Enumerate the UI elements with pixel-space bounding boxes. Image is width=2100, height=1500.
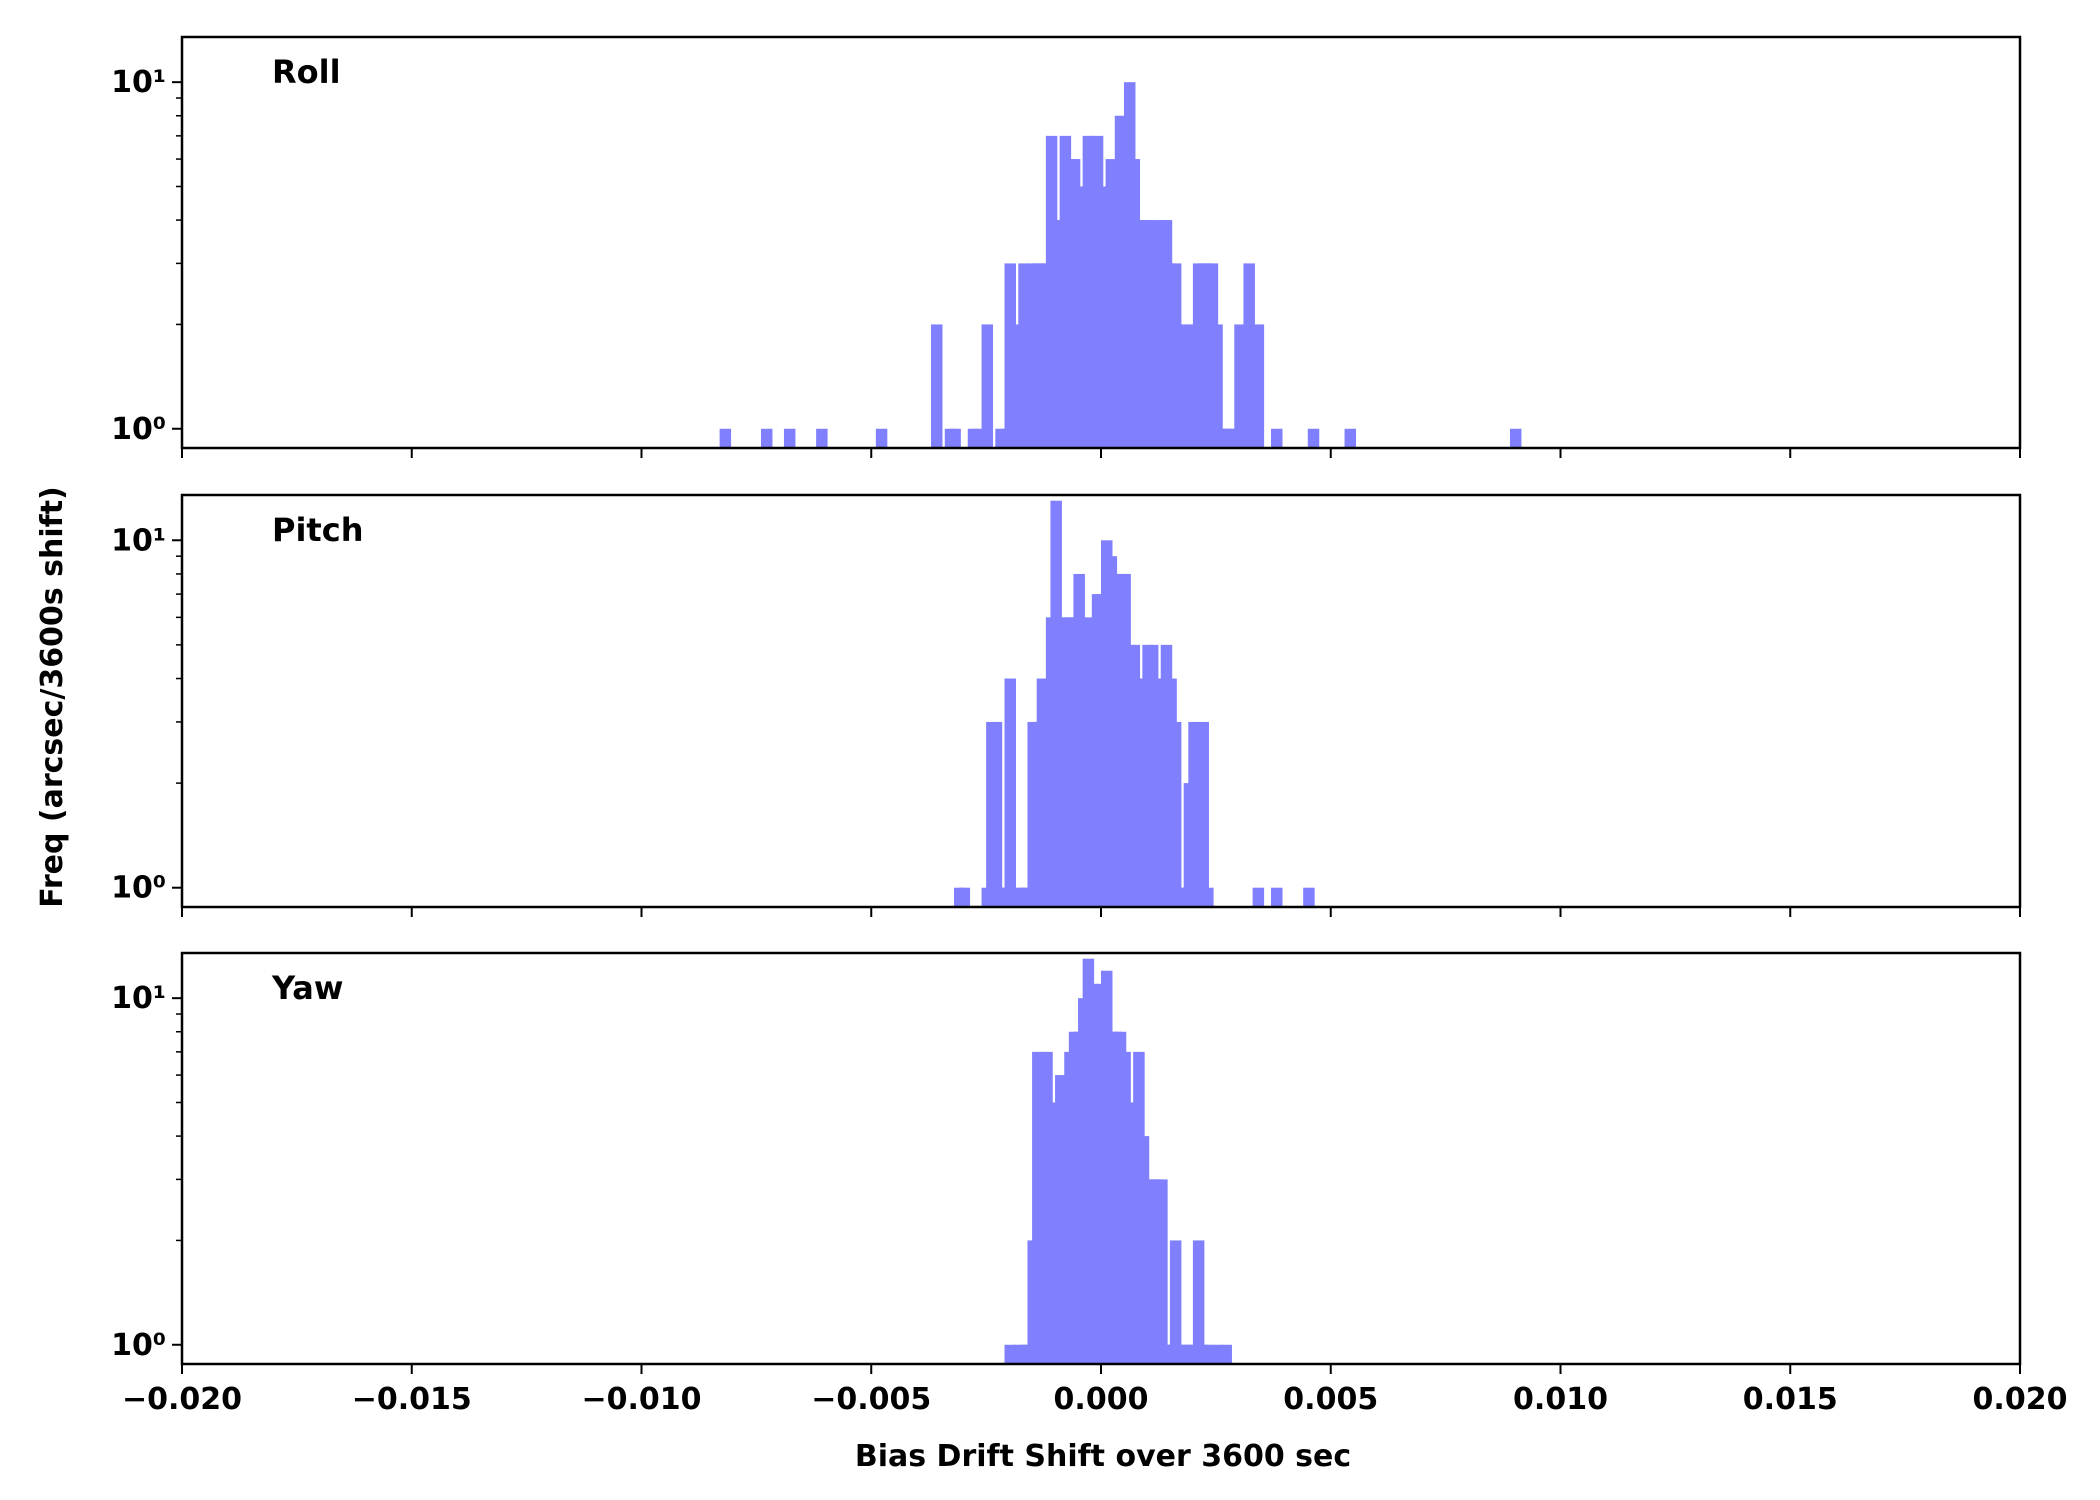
y-tick-label-roll-1: 10¹: [111, 65, 166, 100]
histogram-bar-pitch-7: [1004, 678, 1016, 907]
histogram-bar-yaw-32: [1156, 1179, 1168, 1364]
histogram-bar-roll-70: [1344, 428, 1357, 448]
histogram-bar-pitch-46: [1188, 721, 1200, 907]
x-tick-label-4: 0.000: [1054, 1382, 1149, 1417]
panel-roll: 10⁰ 10¹ Roll: [111, 35, 2022, 458]
histogram-bar-yaw-0: [1004, 1344, 1016, 1364]
histogram-bar-roll-3: [816, 428, 828, 448]
x-axis-label: Bias Drift Shift over 3600 sec: [855, 1439, 1351, 1474]
histogram-bar-pitch-48: [1197, 721, 1209, 907]
histogram-bar-roll-0: [719, 428, 732, 448]
panel-label-pitch: Pitch: [272, 511, 363, 549]
histogram-bar-roll-65: [1243, 263, 1255, 448]
histogram-bar-yaw-42: [1202, 1344, 1214, 1364]
histogram-bar-yaw-35: [1169, 1240, 1182, 1364]
histogram-bar-roll-23: [1050, 220, 1062, 448]
panel-label-yaw: Yaw: [271, 969, 343, 1007]
x-tick-label-6: 0.010: [1513, 1382, 1608, 1417]
x-tick-label-8: 0.020: [1973, 1382, 2068, 1417]
histogram-bar-roll-13: [1004, 263, 1016, 448]
histogram-bar-pitch-4: [990, 721, 1003, 907]
histogram-bar-roll-1: [760, 428, 773, 448]
y-tick-label-roll-0: 10⁰: [111, 412, 166, 447]
x-tick-label-3: −0.005: [811, 1382, 931, 1417]
histogram-bar-roll-7: [949, 428, 961, 448]
histogram-bar-roll-69: [1307, 428, 1320, 448]
histogram-bar-roll-58: [1211, 324, 1223, 448]
histogram-bar-yaw-40: [1192, 1240, 1205, 1364]
histogram-bar-yaw-43: [1211, 1344, 1223, 1364]
y-tick-label-yaw-0: 10⁰: [111, 1328, 166, 1363]
x-tick-label-0: −0.020: [122, 1382, 242, 1417]
x-tick-label-1: −0.015: [352, 1382, 472, 1417]
histogram-bar-roll-10: [981, 324, 994, 448]
y-axis-label: Freq (arcsec/3600s shift): [35, 486, 70, 908]
histogram-bar-yaw-5: [1032, 1051, 1044, 1364]
histogram-bar-yaw-44: [1220, 1344, 1232, 1364]
histogram-bar-roll-9: [972, 428, 984, 448]
histogram-bar-roll-5: [930, 324, 943, 448]
histogram-bar-roll-71: [1509, 428, 1522, 448]
panel-label-roll: Roll: [272, 53, 341, 91]
y-tick-label-pitch-1: 10¹: [111, 523, 166, 558]
panel-yaw: −0.020 −0.015 −0.010 −0.005 0.000 0.005 0.010 0…: [111, 951, 2068, 1417]
panel-pitch: 10⁰ 10¹ Pitch: [111, 493, 2022, 917]
histogram-bar-roll-2: [783, 428, 796, 448]
histogram-bar-pitch-1: [958, 887, 971, 907]
histogram-bar-roll-50: [1174, 324, 1187, 448]
histogram-bar-roll-16: [1018, 263, 1030, 448]
histogram-bar-roll-67: [1252, 324, 1265, 448]
histogram-bar-pitch-42: [1169, 721, 1182, 907]
y-tick-label-pitch-0: 10⁰: [111, 871, 166, 906]
x-tick-label-5: 0.005: [1283, 1382, 1378, 1417]
histogram-bar-pitch-51: [1271, 887, 1283, 907]
x-tick-label-2: −0.010: [581, 1382, 701, 1417]
histogram-bar-pitch-52: [1303, 887, 1315, 907]
histogram-bar-roll-28: [1073, 186, 1085, 448]
y-tick-label-yaw-1: 10¹: [111, 981, 166, 1016]
x-tick-label-7: 0.015: [1743, 1382, 1838, 1417]
histogram-bar-roll-68: [1271, 428, 1283, 448]
histogram-bar-roll-63: [1234, 324, 1246, 448]
histogram-bar-pitch-49: [1202, 887, 1214, 907]
histogram-bar-pitch-50: [1252, 887, 1265, 907]
histogram-bar-roll-4: [875, 428, 888, 448]
